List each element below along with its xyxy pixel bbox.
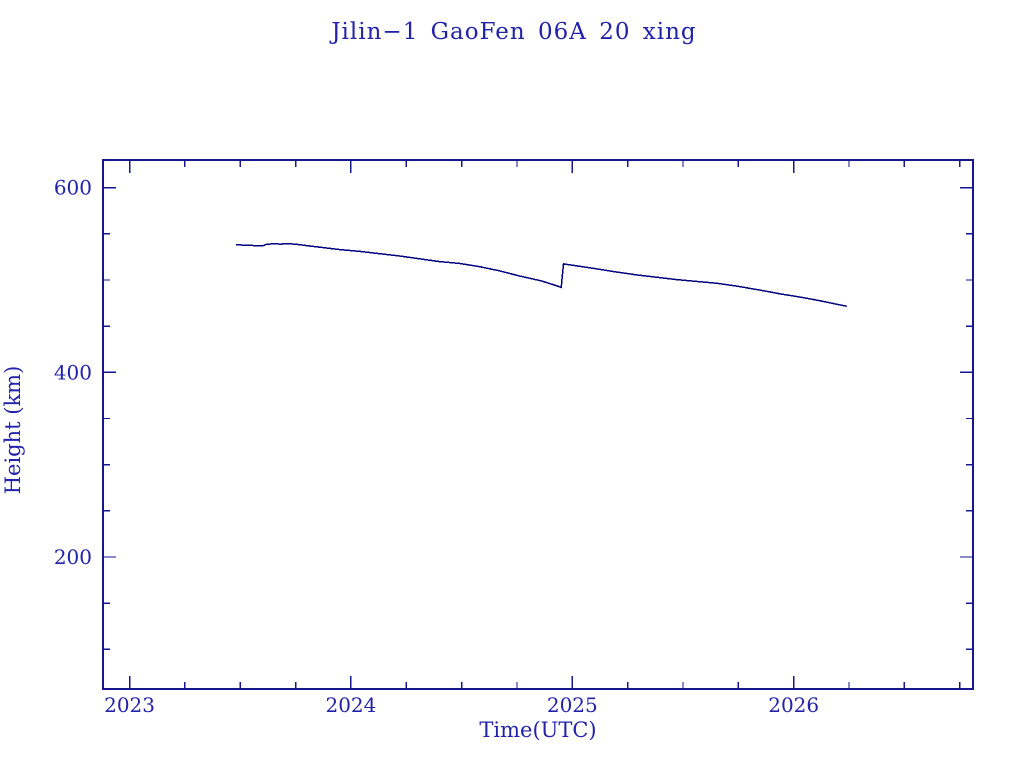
x-tick-label: 2026 bbox=[768, 693, 819, 717]
plot-frame bbox=[102, 159, 974, 690]
plot-area: 2023 2024 2025 2026 200 400 600 bbox=[54, 159, 974, 717]
y-tick-label: 600 bbox=[54, 176, 92, 200]
y-tick-label: 200 bbox=[54, 545, 92, 569]
y-tick-label: 400 bbox=[54, 360, 92, 384]
y-axis-label: Height (km) bbox=[1, 366, 25, 495]
x-axis-label: Time(UTC) bbox=[479, 718, 596, 742]
height-series-line bbox=[235, 242, 847, 308]
x-tick-label: 2023 bbox=[104, 693, 155, 717]
x-tick-label: 2025 bbox=[547, 693, 598, 717]
chart-title: Jilin−1 GaoFen 06A 20 xing bbox=[329, 19, 696, 45]
x-tick-label: 2024 bbox=[325, 693, 376, 717]
